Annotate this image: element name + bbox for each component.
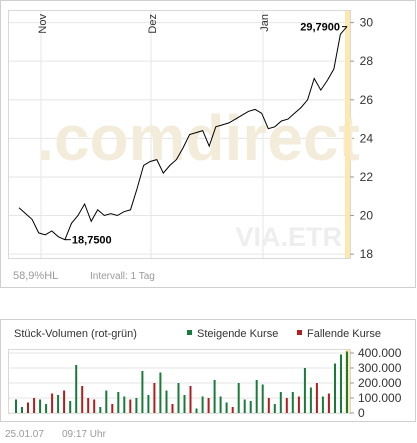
hl-label: 58,9%HL [13, 270, 58, 282]
volume-bar [135, 398, 138, 413]
price-x-tick-label: Dez [147, 14, 159, 34]
price-x-tick-label: Nov [37, 14, 49, 34]
price-y-tick-label: 28 [360, 54, 374, 68]
price-y-tick-label: 18 [360, 247, 374, 261]
volume-bar [69, 401, 72, 413]
volume-bar [285, 398, 288, 413]
price-y-tick-label: 26 [360, 93, 374, 107]
volume-bar [63, 390, 66, 413]
volume-y-tick-label: 200.000 [358, 376, 402, 390]
volume-bar [207, 398, 210, 413]
volume-bar [261, 384, 264, 413]
volume-bar [219, 396, 222, 413]
volume-y-tick-label: 300.000 [358, 361, 402, 375]
volume-bar [57, 395, 60, 413]
volume-bar [117, 392, 120, 413]
interval-label: Intervall: 1 Tag [90, 271, 155, 282]
volume-bar [183, 395, 186, 413]
volume-bar [321, 396, 324, 413]
price-annotations: 29,7900 18,7500 [64, 22, 347, 247]
volume-bar [159, 372, 162, 413]
volume-bar [346, 351, 348, 413]
volume-bar [327, 393, 330, 413]
price-plot-area [8, 10, 351, 259]
volume-bar [87, 398, 90, 413]
volume-bar [171, 404, 174, 413]
volume-bar [303, 368, 306, 413]
volume-bar [177, 383, 180, 413]
price-y-tick-labels: 18 20 22 24 26 28 30 [360, 16, 374, 262]
volume-bar [45, 404, 48, 413]
volume-bar [267, 398, 270, 413]
volume-y-tick-label: 400.000 [358, 346, 402, 360]
volume-bar [141, 371, 144, 413]
volume-bar [21, 407, 23, 413]
watermark-exchange: VIA.ETR [235, 222, 342, 252]
volume-bar [279, 392, 282, 413]
volume-bar [165, 390, 168, 413]
volume-bar [93, 399, 96, 413]
volume-bar [225, 402, 228, 413]
legend-rising-label: Steigende Kurse [197, 328, 278, 340]
volume-bar [129, 399, 132, 413]
volume-bar [111, 404, 114, 413]
volume-y-tick-label: 100.000 [358, 391, 402, 405]
volume-bar [195, 408, 198, 413]
volume-bar [99, 407, 102, 413]
watermark-logo: .comdirect [36, 102, 360, 174]
volume-bar [81, 386, 84, 413]
price-y-tick-label: 22 [360, 170, 374, 184]
price-line [18, 26, 348, 241]
volume-bar [75, 365, 78, 413]
volume-bar [334, 363, 336, 413]
volume-bar [51, 393, 54, 413]
volume-bar [201, 396, 204, 413]
legend-falling-label: Fallende Kurse [307, 328, 381, 340]
volume-bar [309, 387, 312, 413]
volume-y-tick-label: 0 [358, 406, 365, 420]
max-label: 29,7900 [300, 22, 340, 34]
volume-bar [147, 395, 150, 413]
volume-bar [315, 383, 318, 413]
volume-bar [15, 399, 17, 413]
legend-falling-swatch [297, 330, 302, 335]
volume-bar [153, 383, 156, 413]
volume-bar [297, 396, 300, 413]
volume-bar [243, 399, 246, 413]
volume-bar [27, 402, 29, 413]
volume-bar [231, 407, 234, 413]
volume-bar [249, 401, 252, 413]
volume-title: Stück-Volumen (rot-grün) [14, 328, 137, 340]
volume-bar [340, 354, 342, 413]
volume-bar [213, 380, 216, 413]
price-y-tick-label: 20 [360, 209, 374, 223]
volume-bars [15, 351, 348, 413]
highlight-band [345, 11, 350, 258]
volume-bar [237, 383, 240, 413]
volume-bar [105, 390, 108, 413]
volume-bar [33, 398, 36, 413]
price-x-tick-label: Jan [259, 14, 271, 32]
min-label: 18,7500 [72, 235, 112, 247]
price-y-tick-label: 24 [360, 131, 374, 145]
legend-rising-swatch [187, 330, 192, 335]
volume-bar [123, 396, 126, 413]
volume-bar [273, 404, 276, 413]
volume-bar [255, 380, 258, 413]
volume-bar [189, 386, 192, 413]
price-y-tick-label: 30 [360, 16, 374, 30]
footer-date: 25.01.07 [5, 429, 44, 440]
footer-time: 09:17 Uhr [62, 429, 107, 440]
volume-bar [291, 392, 294, 413]
price-x-tick-labels: Nov Dez Jan [37, 14, 271, 34]
price-grid [9, 11, 354, 258]
volume-bar [39, 399, 42, 413]
